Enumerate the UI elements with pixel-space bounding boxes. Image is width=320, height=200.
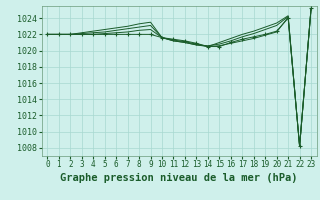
X-axis label: Graphe pression niveau de la mer (hPa): Graphe pression niveau de la mer (hPa) <box>60 173 298 183</box>
